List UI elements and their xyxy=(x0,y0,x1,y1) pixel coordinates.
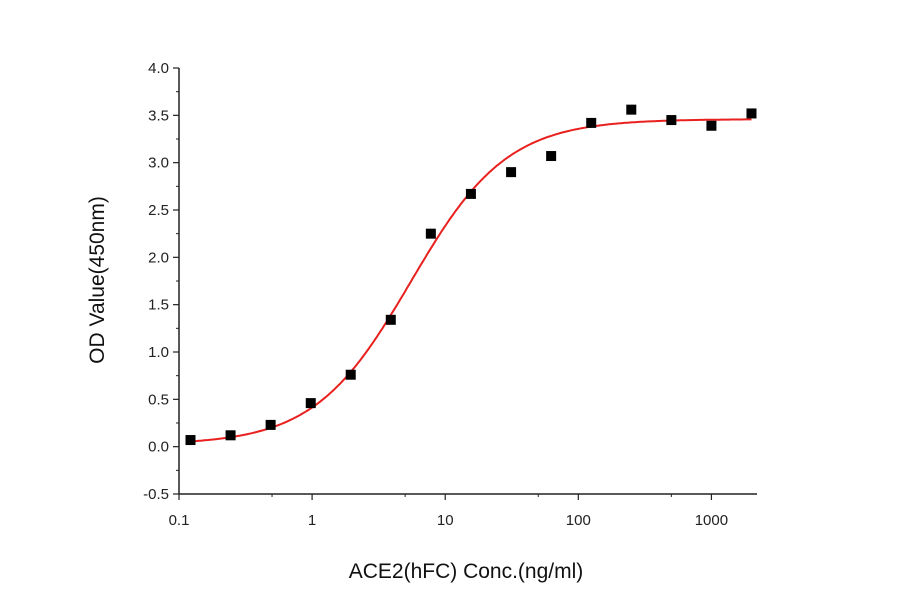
fit-curve xyxy=(189,118,752,443)
y-axis-title: OD Value(450nm) xyxy=(86,196,109,364)
data-point xyxy=(345,369,356,380)
y-tick-label: 1.0 xyxy=(148,344,169,361)
y-tick-label: 0.0 xyxy=(148,439,169,456)
y-tick-label: -0.5 xyxy=(143,486,169,503)
x-tick-label: 10 xyxy=(437,512,454,529)
data-point xyxy=(425,228,436,239)
y-tick-label: 2.0 xyxy=(148,249,169,266)
data-point xyxy=(225,430,236,441)
data-point xyxy=(626,104,637,115)
x-tick-label: 1 xyxy=(308,512,316,529)
x-tick-label: 100 xyxy=(566,512,591,529)
data-point xyxy=(265,419,276,430)
y-tick-label: 2.5 xyxy=(148,202,169,219)
data-point xyxy=(506,167,517,178)
y-tick-label: 3.0 xyxy=(148,155,169,172)
data-point xyxy=(305,398,316,409)
data-point xyxy=(586,117,597,128)
y-tick-label: 0.5 xyxy=(148,391,169,408)
data-point xyxy=(666,115,677,126)
y-tick-label: 1.5 xyxy=(148,297,169,314)
x-axis-title: ACE2(hFC) Conc.(ng/ml) xyxy=(349,560,584,583)
data-point xyxy=(185,435,196,446)
y-tick-label: 4.0 xyxy=(148,60,169,77)
data-points xyxy=(185,104,757,446)
data-point xyxy=(385,314,396,325)
x-tick-label: 1000 xyxy=(695,512,728,529)
data-point xyxy=(465,188,476,199)
data-point xyxy=(546,151,557,162)
data-point xyxy=(746,108,757,119)
data-point xyxy=(706,120,717,131)
y-tick-label: 3.5 xyxy=(148,107,169,124)
x-tick-label: 0.1 xyxy=(169,512,190,529)
ticks: -0.5 0.0 0.5 1.0 1.5 2.0 2.5 3.0 3.5 4.0 0.1 1 10 100… xyxy=(143,60,728,529)
